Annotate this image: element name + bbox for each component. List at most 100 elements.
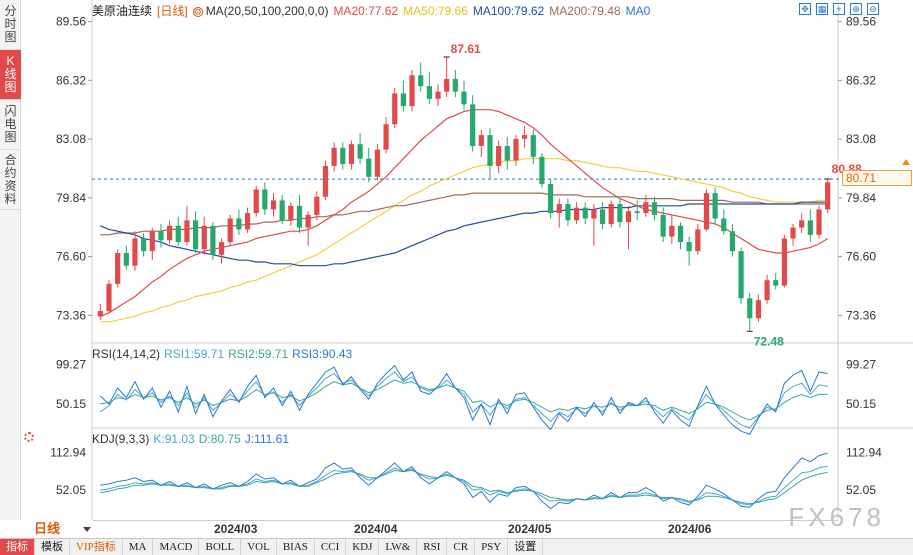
candle-body — [608, 204, 614, 224]
toolbar-button-[interactable]: 模板 — [35, 539, 70, 555]
candle-body — [357, 144, 363, 159]
candle-body — [807, 220, 813, 235]
toolbar-button-vol[interactable]: VOL — [241, 539, 277, 555]
kdj-legend: KDJ(9,3,3) K:91.03 D:80.75 J:111.61 — [92, 431, 293, 447]
kdj-params: KDJ(9,3,3) — [92, 432, 150, 446]
main-legend: 美原油连续 [日线] ⚙ MA(20,50,100,200,0,0) MA20:77.6… — [92, 3, 655, 19]
toolbar-button-cr[interactable]: CR — [447, 539, 476, 555]
candle-body — [573, 207, 580, 221]
candle-body — [721, 218, 727, 232]
candle-body — [115, 252, 121, 284]
toolbar-button-ma[interactable]: MA — [123, 539, 154, 555]
candle-body — [184, 220, 190, 243]
candle-body — [712, 193, 718, 219]
candle-body — [444, 78, 450, 92]
candle-body — [314, 196, 320, 215]
candle-body — [366, 158, 372, 177]
toolbar-button-[interactable]: 设置 — [508, 539, 544, 555]
ma50-value: MA50:79.66 — [403, 4, 468, 18]
view-tab-2[interactable]: 闪电图 — [0, 100, 21, 150]
ma20-value: MA20:77.62 — [333, 4, 399, 18]
toolbar-button-boll[interactable]: BOLL — [199, 539, 242, 555]
indicator-settings-icon[interactable] — [24, 432, 34, 442]
candle-body — [651, 202, 658, 215]
ma50-line — [100, 158, 828, 323]
indicator-label-right: 112.94 — [846, 446, 882, 460]
candle-body — [452, 78, 458, 92]
rsi1-value: RSI1:59.71 — [164, 347, 225, 361]
candle-body — [625, 211, 632, 223]
toolbar-button-macd[interactable]: MACD — [153, 539, 200, 555]
settings-icon[interactable]: ⚙ — [192, 7, 203, 17]
rsi1-line — [100, 371, 828, 429]
toolbar-button-lw[interactable]: LW& — [379, 539, 418, 555]
candle-body — [669, 225, 675, 237]
candle-body — [383, 124, 389, 150]
rsi3-value: RSI3:90.43 — [292, 347, 353, 361]
price-label-right: 76.60 — [846, 250, 876, 264]
candle-body — [634, 211, 640, 214]
period-label[interactable]: [日线] — [157, 4, 188, 18]
date-tick: 2024/06 — [668, 522, 712, 536]
toolbar-button-bias[interactable]: BIAS — [277, 539, 315, 555]
zoom-out-icon[interactable]: ⊖ — [867, 3, 879, 15]
price-up-arrow-icon — [902, 159, 910, 165]
candle-body — [97, 310, 103, 317]
view-tab-char: 电 — [4, 117, 17, 131]
indicator-label-right: 50.15 — [846, 397, 876, 411]
toolbar-button-cci[interactable]: CCI — [315, 539, 347, 555]
toolbar-button-kdj[interactable]: KDJ — [346, 539, 380, 555]
zoom-in-icon[interactable]: ⊕ — [850, 3, 862, 15]
price-label-left: 79.84 — [56, 191, 86, 205]
candle-body — [686, 242, 692, 252]
candle-body — [530, 135, 536, 157]
indicator-label-left: 112.94 — [50, 446, 86, 460]
candle-body — [296, 205, 303, 228]
candle-body — [340, 147, 346, 165]
grid-icon[interactable]: ▦ — [816, 3, 828, 15]
candle-body — [816, 209, 822, 235]
view-tab-char: 分 — [4, 4, 17, 18]
candle-body — [141, 238, 147, 252]
candle-body — [279, 200, 285, 221]
view-tab-char: 图 — [4, 80, 17, 94]
date-tick: 2024/05 — [508, 522, 552, 536]
candle-body — [825, 182, 831, 210]
indicator-label-left: 50.15 — [56, 397, 86, 411]
price-label-left: 89.56 — [56, 15, 86, 29]
expand-icon[interactable]: ✥ — [799, 3, 811, 15]
toolbar-button-rsi[interactable]: RSI — [417, 539, 448, 555]
period-selector[interactable]: 日线 — [21, 520, 93, 538]
rsi2-value: RSI2:59.71 — [228, 347, 289, 361]
view-tab-char: 料 — [4, 191, 17, 206]
price-label-right: 73.36 — [846, 308, 876, 322]
candle-body — [192, 220, 199, 250]
price-label-left: 76.60 — [56, 250, 86, 264]
chart-canvas[interactable]: 89.56 89.56 86.32 86.32 83.08 83.08 79.84 79.84… — [21, 0, 913, 520]
indicator-label-left: 52.05 — [56, 483, 86, 497]
crosshair-icon[interactable]: + — [833, 3, 845, 15]
toolbar-button-[interactable]: 指标 — [0, 539, 35, 555]
view-tab-char: 闪 — [4, 104, 17, 118]
kdj-d-line — [100, 469, 828, 505]
kdj-j-line — [100, 452, 828, 510]
candle-body — [227, 218, 233, 243]
j-value: J:111.61 — [244, 432, 290, 446]
candle-body — [599, 209, 606, 224]
toolbar-button-vip[interactable]: VIP指标 — [70, 539, 123, 555]
toolbar-button-psy[interactable]: PSY — [475, 539, 509, 555]
view-tab-3[interactable]: 合约资料 — [0, 150, 21, 210]
candle-body — [582, 207, 588, 219]
k-value: K:91.03 — [153, 432, 195, 446]
candle-body — [729, 231, 736, 252]
view-tab-0[interactable]: 分时图 — [0, 0, 21, 50]
candle-body — [409, 75, 415, 107]
candle-body — [677, 225, 684, 243]
candle-body — [617, 204, 623, 223]
candle-body — [504, 145, 510, 161]
candle-body — [539, 156, 545, 185]
candle-body — [392, 93, 398, 125]
